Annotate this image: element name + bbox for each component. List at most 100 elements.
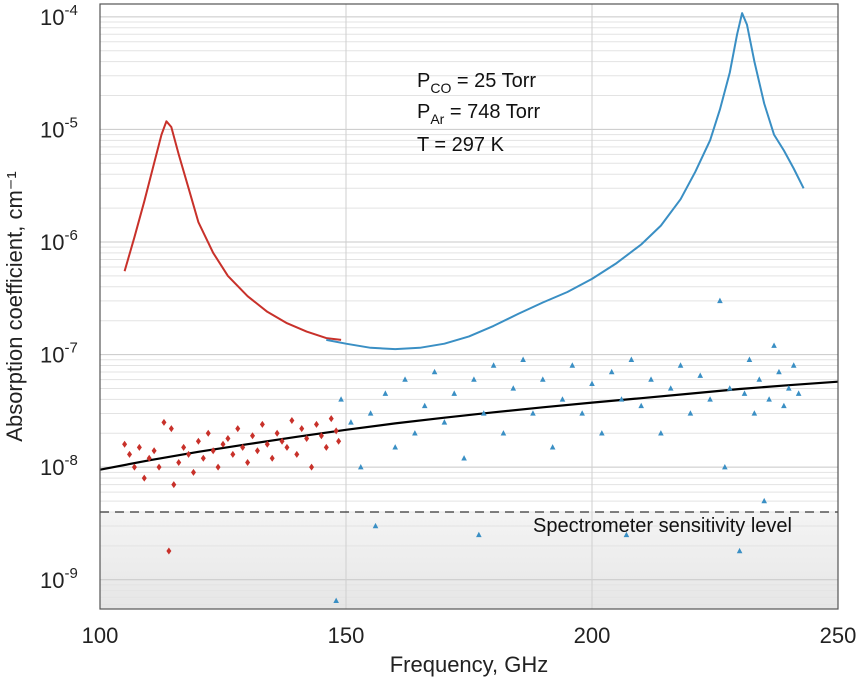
data-point-triangle	[476, 531, 482, 538]
below-sensitivity-band	[100, 511, 838, 609]
data-point-diamond	[131, 463, 137, 471]
data-point-diamond	[195, 437, 201, 445]
data-point-triangle	[638, 402, 644, 409]
data-point-diamond	[294, 450, 300, 458]
data-point-triangle	[726, 385, 733, 391]
data-point-triangle	[372, 522, 379, 529]
data-point-diamond	[200, 454, 206, 462]
data-point-diamond	[333, 427, 339, 435]
pressure-ar-annotation: PAr = 748 Torr	[417, 101, 540, 127]
data-point-diamond	[245, 459, 251, 467]
data-point-diamond	[279, 437, 285, 445]
data-point-diamond	[254, 447, 260, 455]
data-point-triangle	[441, 419, 448, 425]
data-point-triangle	[761, 497, 767, 504]
data-point-diamond	[328, 415, 334, 423]
data-point-triangle	[717, 297, 723, 304]
pressure-co-value: = 25 Torr	[451, 70, 536, 92]
data-point-triangle	[771, 342, 777, 348]
data-point-triangle	[530, 410, 536, 416]
data-point-diamond	[176, 459, 182, 467]
data-point-diamond	[215, 463, 221, 471]
data-point-diamond	[136, 443, 142, 451]
data-point-triangle	[599, 430, 605, 436]
data-point-diamond	[250, 432, 256, 440]
data-point-triangle	[608, 368, 615, 375]
y-tick-label: 10-5	[40, 114, 78, 142]
data-point-triangle	[722, 463, 728, 470]
data-point-triangle	[618, 396, 625, 402]
data-point-diamond	[220, 440, 226, 448]
plot-area	[100, 4, 838, 609]
data-point-triangle	[510, 385, 517, 391]
x-tick-label: 150	[328, 623, 365, 648]
data-point-diamond	[289, 416, 295, 424]
data-point-triangle	[348, 419, 354, 425]
annotations: PCO = 25 Torr PAr = 748 Torr T = 297 K S…	[417, 70, 792, 537]
data-point-diamond	[161, 418, 167, 426]
data-point-triangle	[382, 390, 389, 396]
data-point-triangle	[746, 356, 753, 362]
temperature-annotation: T = 297 K	[417, 134, 505, 156]
sensitivity-level-label: Spectrometer sensitivity level	[533, 515, 792, 537]
data-point-triangle	[790, 362, 797, 368]
pressure-co-subscript: CO	[430, 80, 451, 96]
x-tick-label: 100	[82, 623, 119, 648]
data-point-triangle	[667, 385, 674, 391]
data-point-triangle	[461, 455, 467, 461]
data-point-triangle	[658, 430, 664, 436]
data-point-diamond	[168, 425, 174, 433]
data-point-diamond	[259, 420, 265, 428]
data-point-triangle	[520, 356, 526, 362]
data-point-triangle	[490, 362, 497, 368]
data-point-triangle	[549, 444, 556, 450]
data-point-diamond	[171, 481, 177, 489]
pressure-ar-value: = 748 Torr	[444, 101, 540, 123]
data-point-diamond	[304, 434, 310, 442]
data-point-triangle	[795, 390, 802, 396]
y-tick-label: 10-8	[40, 452, 78, 480]
pressure-co-annotation: PCO = 25 Torr	[417, 70, 536, 96]
data-point-triangle	[333, 597, 339, 604]
data-point-triangle	[707, 396, 713, 402]
pressure-co-symbol: P	[417, 70, 430, 92]
data-point-diamond	[323, 443, 329, 451]
data-point-triangle	[338, 396, 344, 402]
data-point-triangle	[766, 396, 772, 402]
data-point-diamond	[141, 474, 147, 482]
y-axis-title: Absorption coefficient, cm⁻¹	[2, 171, 27, 441]
data-point-diamond	[122, 440, 128, 448]
plot-frame	[99, 3, 839, 610]
data-point-triangle	[677, 362, 684, 368]
data-point-triangle	[589, 380, 595, 387]
data-point-triangle	[480, 410, 487, 416]
data-point-diamond	[309, 463, 315, 471]
data-point-diamond	[336, 437, 342, 445]
data-point-triangle	[451, 390, 458, 396]
data-point-triangle	[781, 402, 787, 409]
data-point-diamond	[299, 425, 305, 433]
data-point-triangle	[357, 463, 364, 470]
data-point-triangle	[412, 430, 418, 436]
data-point-triangle	[569, 362, 576, 368]
data-point-diamond	[264, 440, 270, 448]
data-point-diamond	[186, 450, 192, 458]
data-point-diamond	[127, 450, 133, 458]
plot-background	[100, 4, 838, 609]
data-point-triangle	[500, 430, 507, 436]
data-point-triangle	[741, 390, 748, 396]
data-point-diamond	[313, 420, 319, 428]
y-tick-label: 10-7	[40, 340, 78, 368]
series-layer	[99, 12, 839, 604]
y-tick-label: 10-6	[40, 227, 78, 255]
data-point-diamond	[156, 463, 162, 471]
data-point-triangle	[623, 531, 630, 538]
data-point-triangle	[559, 396, 566, 402]
data-point-triangle	[751, 410, 758, 416]
y-tick-label: 10-9	[40, 565, 78, 593]
axis-ticks: 100 150 200 250 10-9 10-8 10-7 10-6 10-5 10-4	[40, 2, 856, 648]
data-point-triangle	[736, 547, 743, 554]
x-tick-label: 250	[820, 623, 857, 648]
data-point-triangle	[431, 368, 438, 375]
